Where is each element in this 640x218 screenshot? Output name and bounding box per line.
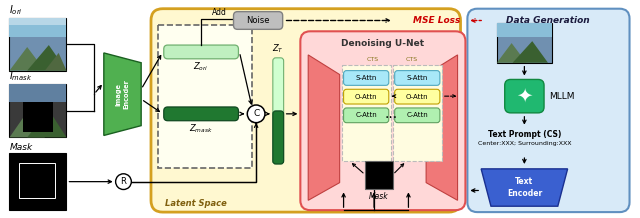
Text: Mask: Mask <box>10 143 33 152</box>
Text: $I_{ori}$: $I_{ori}$ <box>10 3 23 17</box>
Text: Center:XXX; Surrounding:XXX: Center:XXX; Surrounding:XXX <box>477 141 571 146</box>
Polygon shape <box>10 47 45 71</box>
Text: Mask: Mask <box>369 192 388 201</box>
Text: Image
Encoder: Image Encoder <box>115 79 129 109</box>
Bar <box>365 161 393 189</box>
Text: R: R <box>120 177 127 186</box>
FancyBboxPatch shape <box>505 79 544 113</box>
Text: S-Attn: S-Attn <box>406 75 428 81</box>
Circle shape <box>247 105 265 123</box>
Text: Noise: Noise <box>246 16 270 25</box>
Text: Data Generation: Data Generation <box>506 15 590 25</box>
Text: CTS: CTS <box>405 57 417 62</box>
Polygon shape <box>27 45 67 71</box>
Bar <box>342 65 391 161</box>
Text: MLLM: MLLM <box>549 92 575 101</box>
Polygon shape <box>104 53 141 135</box>
Polygon shape <box>497 43 526 63</box>
Polygon shape <box>27 110 67 137</box>
FancyBboxPatch shape <box>395 89 440 104</box>
Polygon shape <box>481 169 568 206</box>
FancyBboxPatch shape <box>273 111 284 164</box>
Text: C: C <box>253 109 259 118</box>
Polygon shape <box>308 55 340 200</box>
Bar <box>10 84 67 102</box>
FancyBboxPatch shape <box>300 31 465 210</box>
FancyBboxPatch shape <box>344 71 388 85</box>
Text: $Z_{mask}$: $Z_{mask}$ <box>189 123 213 135</box>
FancyBboxPatch shape <box>344 108 388 123</box>
FancyBboxPatch shape <box>467 9 630 212</box>
Text: $I_{mask}$: $I_{mask}$ <box>10 70 33 83</box>
Text: Add: Add <box>212 8 227 17</box>
Text: ...: ... <box>384 107 397 121</box>
Text: Text
Encoder: Text Encoder <box>507 177 542 198</box>
Text: O-Attn: O-Attn <box>406 94 429 100</box>
FancyBboxPatch shape <box>164 45 239 59</box>
FancyBboxPatch shape <box>164 107 239 121</box>
Circle shape <box>116 174 131 189</box>
FancyBboxPatch shape <box>151 9 461 212</box>
Text: $Z_T$: $Z_T$ <box>272 42 284 55</box>
Text: Denoising U-Net: Denoising U-Net <box>341 39 424 48</box>
Polygon shape <box>513 41 548 63</box>
Bar <box>10 17 67 26</box>
Bar <box>497 24 552 63</box>
Bar <box>158 26 252 168</box>
FancyBboxPatch shape <box>344 89 388 104</box>
Bar <box>10 17 67 71</box>
Bar <box>10 84 67 137</box>
Bar <box>10 153 67 210</box>
Text: O-Attn: O-Attn <box>355 94 378 100</box>
FancyBboxPatch shape <box>395 108 440 123</box>
Text: CTS: CTS <box>367 57 379 62</box>
Polygon shape <box>45 53 67 71</box>
Bar <box>10 17 67 37</box>
Text: C-Attn: C-Attn <box>406 112 428 118</box>
Text: S-Attn: S-Attn <box>355 75 377 81</box>
Bar <box>393 65 442 161</box>
Bar <box>19 163 54 198</box>
FancyBboxPatch shape <box>395 71 440 85</box>
Bar <box>497 24 552 37</box>
FancyBboxPatch shape <box>273 58 284 164</box>
Polygon shape <box>426 55 458 200</box>
Text: C-Attn: C-Attn <box>355 112 377 118</box>
Text: $Z_{ori}$: $Z_{ori}$ <box>193 61 209 73</box>
Text: Latent Space: Latent Space <box>164 199 227 208</box>
Text: ✦: ✦ <box>516 87 532 106</box>
FancyBboxPatch shape <box>234 12 283 29</box>
Bar <box>23 102 52 131</box>
Text: MSE Loss: MSE Loss <box>413 16 461 25</box>
Polygon shape <box>10 112 45 137</box>
Text: Text Prompt (CS): Text Prompt (CS) <box>488 129 561 139</box>
